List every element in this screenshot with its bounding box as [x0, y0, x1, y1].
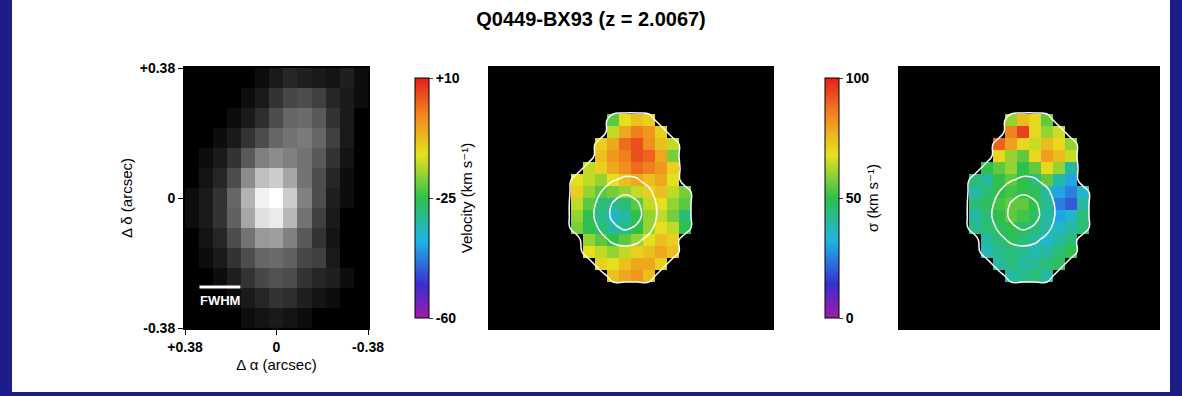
svg-text:Δ α (arcsec): Δ α (arcsec)	[236, 356, 316, 373]
svg-text:+0.38: +0.38	[167, 339, 203, 355]
svg-text:50: 50	[846, 190, 862, 206]
svg-text:Velocity (km s⁻¹): Velocity (km s⁻¹)	[458, 143, 475, 253]
svg-text:0: 0	[846, 310, 854, 326]
svg-text:FWHM: FWHM	[200, 293, 240, 308]
svg-text:100: 100	[846, 70, 870, 86]
svg-text:-0.38: -0.38	[143, 320, 175, 336]
svg-text:-25: -25	[436, 190, 456, 206]
svg-text:0: 0	[273, 339, 281, 355]
svg-text:0: 0	[167, 190, 175, 206]
svg-text:-60: -60	[436, 310, 456, 326]
svg-text:Q0449-BX93 (z = 2.0067): Q0449-BX93 (z = 2.0067)	[476, 8, 706, 30]
svg-text:σ (km s⁻¹): σ (km s⁻¹)	[864, 164, 881, 232]
svg-text:+10: +10	[436, 70, 460, 86]
svg-text:+0.38: +0.38	[140, 60, 176, 76]
svg-text:-0.38: -0.38	[352, 339, 384, 355]
svg-text:Δ δ (arcsec): Δ δ (arcsec)	[118, 158, 135, 238]
